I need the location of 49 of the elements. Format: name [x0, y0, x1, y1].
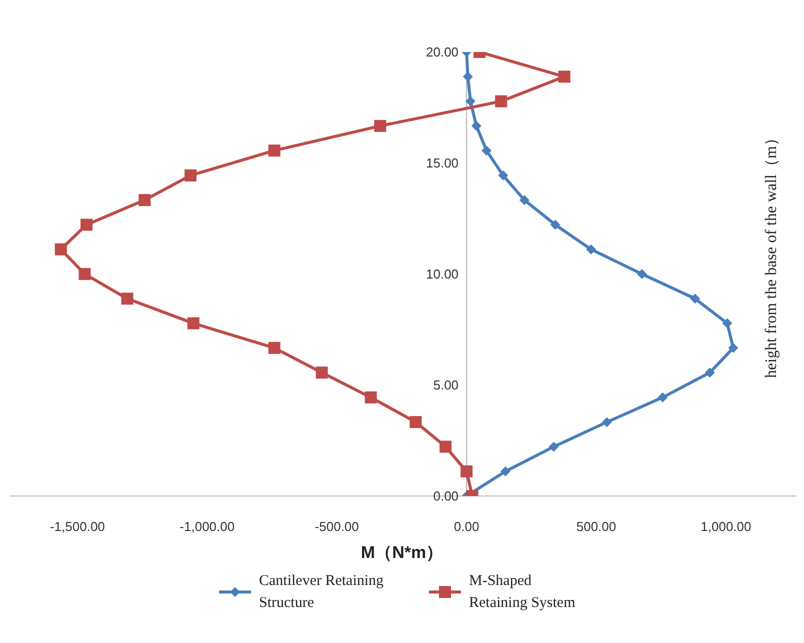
legend-label: Cantilever Retaining Structure [259, 572, 385, 613]
y-tick-label: 20.00 [426, 44, 459, 60]
point [268, 342, 280, 354]
point [636, 269, 647, 279]
y-tick-label: 10.00 [426, 266, 459, 282]
point [268, 144, 280, 157]
point [586, 244, 596, 254]
point [602, 417, 612, 428]
point [548, 442, 559, 452]
x-axis-title: M（N*m） [360, 543, 444, 562]
y-tick-label: 5.00 [433, 378, 459, 392]
point [316, 366, 328, 379]
point [495, 95, 508, 108]
x-tick-label: 0.00 [454, 519, 480, 534]
point [690, 294, 700, 304]
point [460, 465, 473, 478]
point [658, 392, 668, 402]
point [78, 268, 91, 280]
point [500, 466, 510, 476]
y-axis-title: height from the base of the wall（m） [763, 130, 780, 378]
point [704, 368, 715, 378]
point [364, 391, 377, 404]
point [462, 72, 473, 82]
point [184, 169, 197, 182]
point [519, 195, 530, 206]
x-tick-label: 1,000.00 [700, 519, 752, 534]
point [550, 220, 560, 230]
point [374, 120, 386, 132]
point [465, 96, 476, 106]
point [728, 342, 738, 353]
point [410, 416, 422, 428]
point [440, 440, 452, 453]
y-tick-label: 15.00 [426, 156, 459, 170]
x-tick-label: -1,000.00 [180, 519, 235, 534]
point [722, 318, 732, 328]
point [558, 70, 570, 83]
point [80, 218, 93, 231]
point [54, 243, 67, 256]
point [471, 120, 482, 131]
point [138, 194, 151, 206]
legend-label: M-Shaped Retaining System [469, 572, 576, 613]
y-tick-label: 0.00 [433, 488, 459, 504]
point [187, 317, 200, 330]
x-tick-label: 500.00 [576, 519, 616, 534]
point [498, 170, 508, 180]
point [482, 146, 492, 156]
x-tick-label: -500.00 [314, 519, 359, 534]
x-tick-label: -1,500.00 [50, 519, 105, 534]
point [121, 292, 134, 305]
